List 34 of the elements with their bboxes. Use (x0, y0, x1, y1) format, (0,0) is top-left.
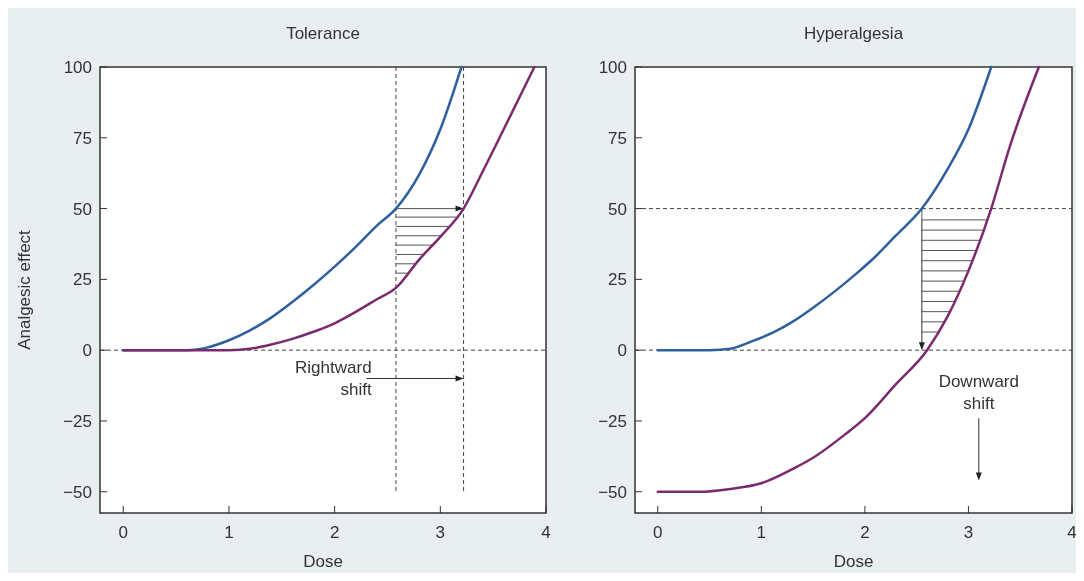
x-tick-label: 3 (963, 523, 974, 542)
y-tick-label: 50 (73, 199, 92, 219)
line-series (122, 65, 536, 352)
y-tick-label: 25 (608, 270, 627, 290)
x-tick-label: 1 (756, 523, 767, 542)
x-axis-title: Dose (303, 552, 343, 571)
y-tick-label: −25 (598, 411, 627, 431)
x-tick-label: 0 (118, 523, 128, 542)
chart-title: Tolerance (286, 24, 360, 43)
x-axis-title: Dose (833, 552, 874, 571)
x-tick-label: 3 (435, 523, 446, 542)
x-tick-label: 4 (1067, 523, 1077, 542)
y-tick-label: 50 (608, 199, 627, 219)
line-series (656, 65, 1041, 494)
x-tick-label: 2 (860, 523, 870, 542)
y-tick-label: −25 (63, 411, 92, 431)
x-tick-label: 2 (329, 523, 340, 542)
annotation: Downward shift (938, 371, 1019, 413)
x-tick-label: 4 (541, 523, 551, 542)
y-tick-label: 100 (63, 58, 92, 77)
y-tick-label: 75 (73, 128, 92, 148)
x-tick-label: 0 (653, 523, 663, 542)
y-tick-label: 0 (617, 341, 627, 361)
line-series (656, 65, 993, 352)
y-tick-label: −50 (598, 482, 627, 502)
annotation: Rightward shift (295, 357, 372, 399)
y-tick-label: 75 (608, 128, 627, 148)
y-tick-label: 0 (82, 341, 92, 361)
x-tick-label: 1 (224, 523, 234, 542)
y-tick-label: 100 (598, 58, 627, 77)
y-tick-label: 25 (73, 270, 92, 290)
y-axis-title: Analgesic effect (15, 229, 34, 350)
chart-title: Hyperalgesia (803, 24, 904, 43)
y-tick-label: −50 (63, 482, 92, 502)
